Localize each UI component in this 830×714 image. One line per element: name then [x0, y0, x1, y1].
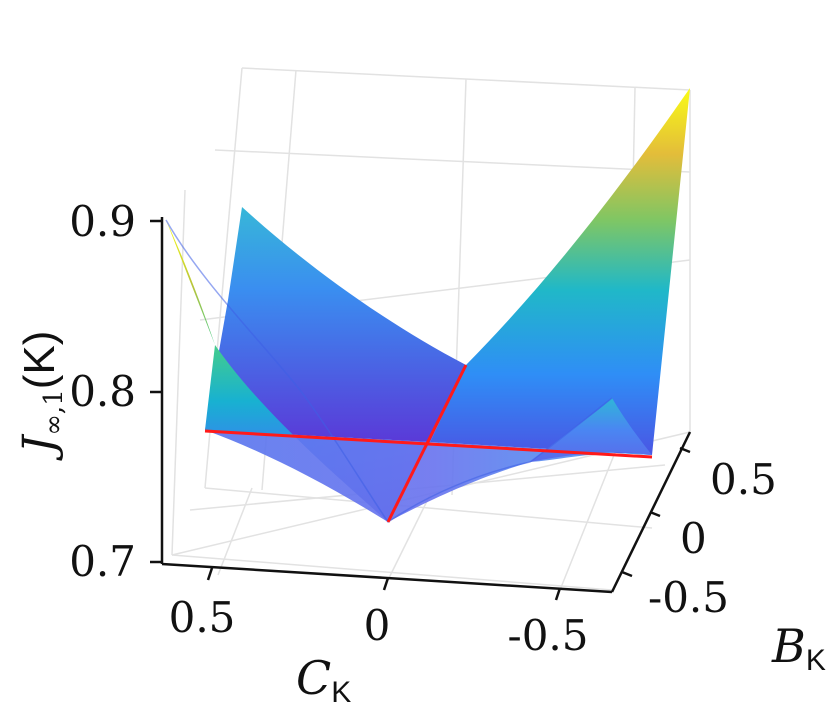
y-axis-label-sub: K [806, 644, 826, 677]
grid-line [559, 439, 621, 591]
grid-line [171, 554, 613, 591]
grid-line [387, 494, 431, 581]
x-axis-label-sub: K [331, 676, 351, 709]
y-tick-label: 0 [680, 514, 707, 563]
grid-line [204, 487, 653, 529]
z-axis-label: J∞,1(K) [14, 331, 69, 462]
axes [150, 217, 692, 601]
x-tick-label: 0 [364, 601, 391, 650]
y-axis-tick [679, 446, 691, 454]
surface [165, 88, 690, 524]
z-axis-label-tail: (K) [15, 331, 64, 390]
z-axis-label-main: J [14, 433, 65, 461]
y-axis-label: BK [771, 619, 826, 677]
z-tick-label: 0.8 [69, 367, 136, 416]
tick-labels: 0.9 0.8 0.7 0.5 0 -0.5 0.5 0 -0.5 [69, 197, 777, 660]
highlight-lines [204, 364, 653, 523]
x-axis-label-main: C [296, 651, 331, 705]
surface-back-right-patch [430, 88, 690, 455]
surface-front-patch [205, 430, 652, 522]
z-tick-label: 0.7 [69, 537, 136, 586]
x-tick-label: 0.5 [169, 593, 236, 642]
highlight-line-b-zero [204, 429, 653, 459]
y-tick-label: 0.5 [710, 455, 777, 504]
y-axis-tick [621, 570, 633, 578]
x-axis-tick [554, 587, 562, 601]
x-tick-label: -0.5 [508, 611, 589, 660]
z-tick-label: 0.9 [69, 197, 136, 246]
grid-line [171, 189, 186, 556]
highlight-line-c-zero [386, 364, 468, 523]
y-axis-tick [649, 510, 661, 518]
x-axis-label: CK [296, 651, 351, 709]
grid-line [214, 149, 691, 173]
y-axis-label-main: B [771, 619, 806, 673]
x-axis-tick [206, 567, 214, 581]
surface-back-left-patch [205, 207, 466, 442]
z-axis-label-sub: ∞,1 [39, 389, 69, 435]
surface-right-front-patch [530, 398, 652, 462]
grid-line [217, 487, 253, 576]
y-tick-label: -0.5 [648, 573, 729, 622]
x-axis-tick [382, 577, 390, 591]
